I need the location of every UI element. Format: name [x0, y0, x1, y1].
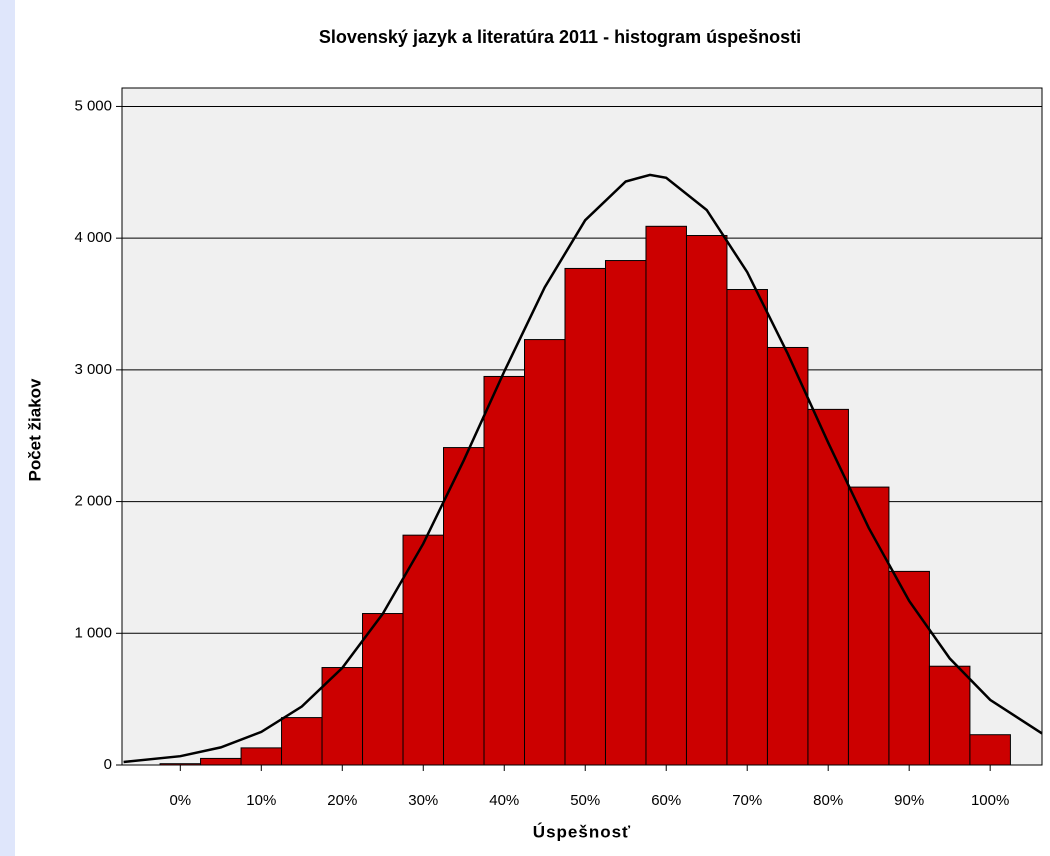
bar [807, 408, 849, 766]
y-tick-label: 0 [104, 756, 112, 773]
bar [200, 757, 242, 766]
bar [645, 225, 687, 766]
y-axis-label: Počet žiakov [25, 378, 44, 482]
x-tick-label: 60% [651, 792, 681, 809]
x-tick-label: 100% [971, 792, 1009, 809]
bar [240, 747, 283, 766]
bar [281, 717, 323, 766]
bar [888, 570, 930, 766]
x-tick-label: 40% [489, 792, 519, 809]
x-tick-label: 10% [246, 792, 276, 809]
y-tick-label: 2 000 [74, 493, 112, 510]
x-tick-label: 30% [408, 792, 438, 809]
bar [483, 375, 526, 766]
bar [685, 235, 728, 766]
bar [766, 346, 809, 766]
bar [402, 534, 445, 766]
normal-curve [123, 173, 1043, 764]
x-tick-label: 0% [169, 792, 191, 809]
bar [847, 486, 890, 766]
bar [969, 734, 1011, 766]
plot-border [121, 87, 1043, 766]
y-tick-label: 3 000 [74, 361, 112, 378]
bar [928, 665, 971, 766]
x-tick-label: 80% [813, 792, 843, 809]
y-tick-label: 5 000 [74, 97, 112, 114]
bar [362, 613, 404, 766]
bar [564, 267, 606, 766]
bar [524, 339, 566, 766]
x-tick-label: 20% [327, 792, 357, 809]
bar [604, 260, 647, 766]
x-axis-label: Úspešnosť [533, 822, 631, 841]
bar [443, 447, 485, 766]
x-tick-label: 70% [732, 792, 762, 809]
x-tick-label: 90% [894, 792, 924, 809]
chart-title: Slovenský jazyk a literatúra 2011 - hist… [319, 27, 801, 47]
y-tick-label: 1 000 [74, 624, 112, 641]
x-tick-label: 50% [570, 792, 600, 809]
bar [726, 289, 768, 766]
y-tick-label: 4 000 [74, 229, 112, 246]
